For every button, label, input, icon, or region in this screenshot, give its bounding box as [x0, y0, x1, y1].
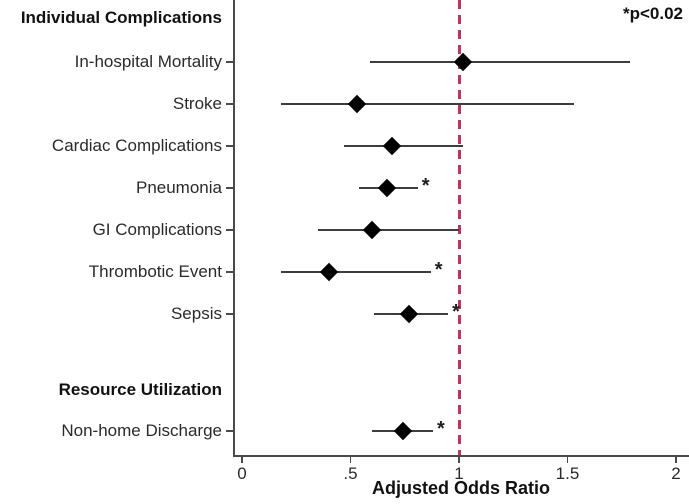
y-axis-line	[233, 0, 235, 455]
confidence-interval-line	[317, 229, 459, 231]
x-tick-mark	[566, 456, 569, 463]
significance-star: *	[434, 259, 443, 281]
x-tick-label: 1	[454, 464, 464, 483]
x-tick-mark	[349, 456, 352, 463]
odds-ratio-marker	[393, 421, 412, 441]
y-tick-mark	[226, 229, 233, 231]
x-axis-line	[233, 455, 689, 457]
confidence-interval-line	[343, 145, 464, 147]
x-tick-label: 2	[671, 464, 681, 483]
row-label: Stroke	[172, 94, 222, 113]
odds-ratio-marker	[319, 262, 338, 282]
y-tick-mark	[226, 430, 233, 432]
odds-ratio-marker	[362, 220, 382, 240]
x-tick-mark	[675, 456, 677, 463]
x-tick-label: 1.5	[555, 464, 580, 483]
odds-ratio-marker	[378, 178, 397, 198]
y-tick-mark	[226, 271, 233, 273]
row-label: Thrombotic Event	[88, 262, 222, 281]
x-tick-mark	[241, 456, 243, 463]
confidence-interval-line	[281, 103, 574, 105]
row-label: GI Complications	[92, 220, 222, 239]
significance-star: *	[436, 418, 445, 440]
y-tick-mark	[226, 187, 233, 189]
odds-ratio-marker	[399, 304, 419, 324]
section-header: Individual Complications	[20, 8, 222, 27]
y-tick-mark	[226, 61, 233, 63]
x-tick-mark	[458, 456, 460, 463]
y-tick-mark	[226, 313, 233, 315]
row-label: In-hospital Mortality	[74, 52, 222, 71]
x-tick-label: 0	[237, 464, 247, 483]
confidence-interval-line	[370, 61, 631, 63]
significance-star: *	[421, 175, 430, 197]
y-tick-mark	[226, 103, 233, 105]
section-header: Resource Utilization	[58, 380, 222, 399]
row-label: Cardiac Complications	[51, 136, 222, 155]
row-label: Non-home Discharge	[61, 421, 222, 440]
odds-ratio-marker	[454, 52, 473, 72]
reference-line-or-1	[458, 0, 461, 455]
y-tick-mark	[226, 145, 233, 147]
significance-star: *	[452, 301, 460, 323]
x-tick-label: .5	[343, 464, 358, 483]
x-axis-title: Adjusted Odds Ratio	[371, 478, 550, 498]
odds-ratio-marker	[347, 94, 367, 114]
odds-ratio-marker	[382, 136, 401, 156]
row-label: Sepsis	[170, 304, 222, 323]
confidence-interval-line	[281, 271, 431, 273]
row-label: Pneumonia	[135, 178, 222, 197]
significance-note: *p<0.02	[622, 4, 683, 23]
